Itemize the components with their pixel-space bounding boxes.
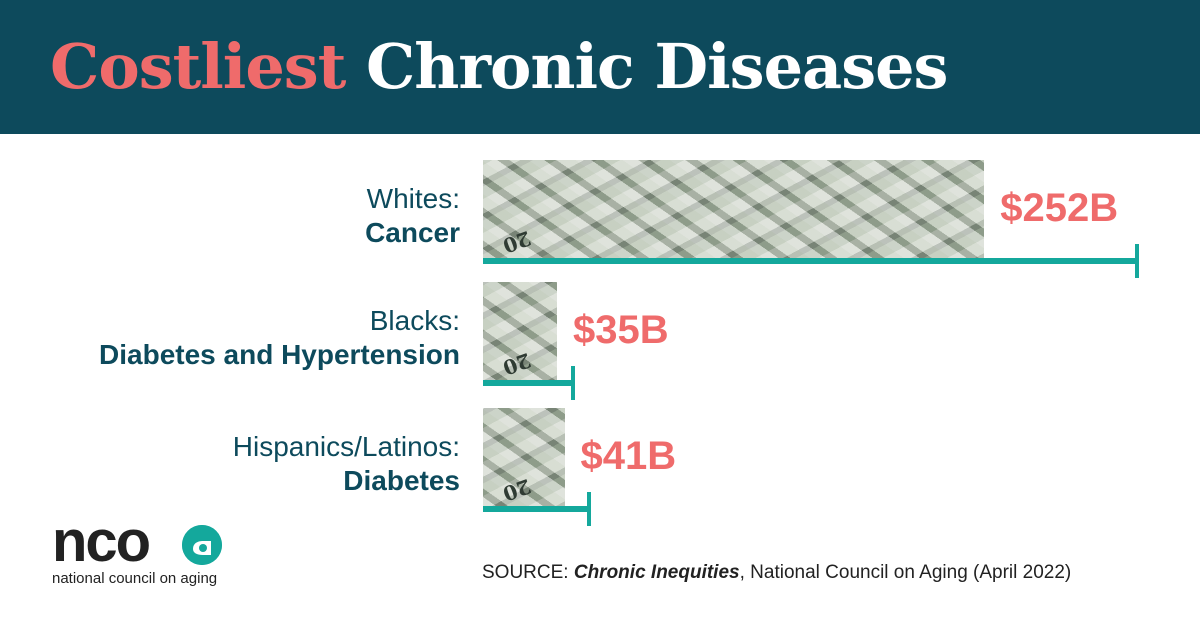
disease-label: Cancer	[365, 217, 460, 248]
source-publication: Chronic Inequities	[573, 562, 740, 583]
bar-money-image: 20	[483, 408, 565, 508]
header-banner: Costliest Chronic Diseases	[0, 0, 1200, 134]
bar-end-cap	[571, 366, 575, 400]
source-prefix: SOURCE:	[482, 562, 574, 583]
source-suffix: , National Council on Aging (April 2022)	[739, 562, 1072, 583]
bar-axis-line	[483, 258, 1139, 264]
banknote-denomination: 20	[499, 473, 535, 507]
row-label: Blacks: Diabetes and Hypertension	[99, 304, 460, 372]
bar-end-cap	[586, 492, 591, 526]
page-title: Costliest Chronic Diseases	[50, 22, 949, 112]
banknote-denomination: 20	[499, 225, 535, 259]
title-rest: Chronic Diseases	[365, 30, 949, 103]
logo-tagline: national council on aging	[52, 570, 218, 587]
title-accent: Costliest	[50, 30, 346, 103]
bar-money-image: 20	[483, 160, 985, 260]
disease-label: Diabetes and Hypertension	[99, 339, 460, 370]
row-label: Whites: Cancer	[365, 182, 460, 250]
bar-money-image: 20	[483, 282, 557, 382]
group-label: Blacks:	[369, 305, 460, 336]
logo-wordmark: nco	[52, 509, 151, 574]
bar-end-cap	[1135, 244, 1140, 278]
bar-axis-line	[483, 506, 590, 512]
bar-value-label: $41B	[580, 434, 677, 478]
disease-label: Diabetes	[343, 465, 460, 496]
ncoa-logo: nco national council on aging	[52, 512, 252, 592]
group-label: Hispanics/Latinos:	[232, 431, 460, 462]
banknote-denomination: 20	[499, 347, 535, 381]
bar-value-label: $252B	[1000, 186, 1119, 230]
source-citation: SOURCE: Chronic Inequities, National Cou…	[482, 562, 1071, 584]
row-label: Hispanics/Latinos: Diabetes	[233, 430, 460, 498]
bar-value-label: $35B	[573, 308, 669, 352]
group-label: Whites:	[366, 183, 460, 214]
bar-axis-line	[483, 380, 574, 386]
logo-a-icon	[182, 525, 222, 565]
